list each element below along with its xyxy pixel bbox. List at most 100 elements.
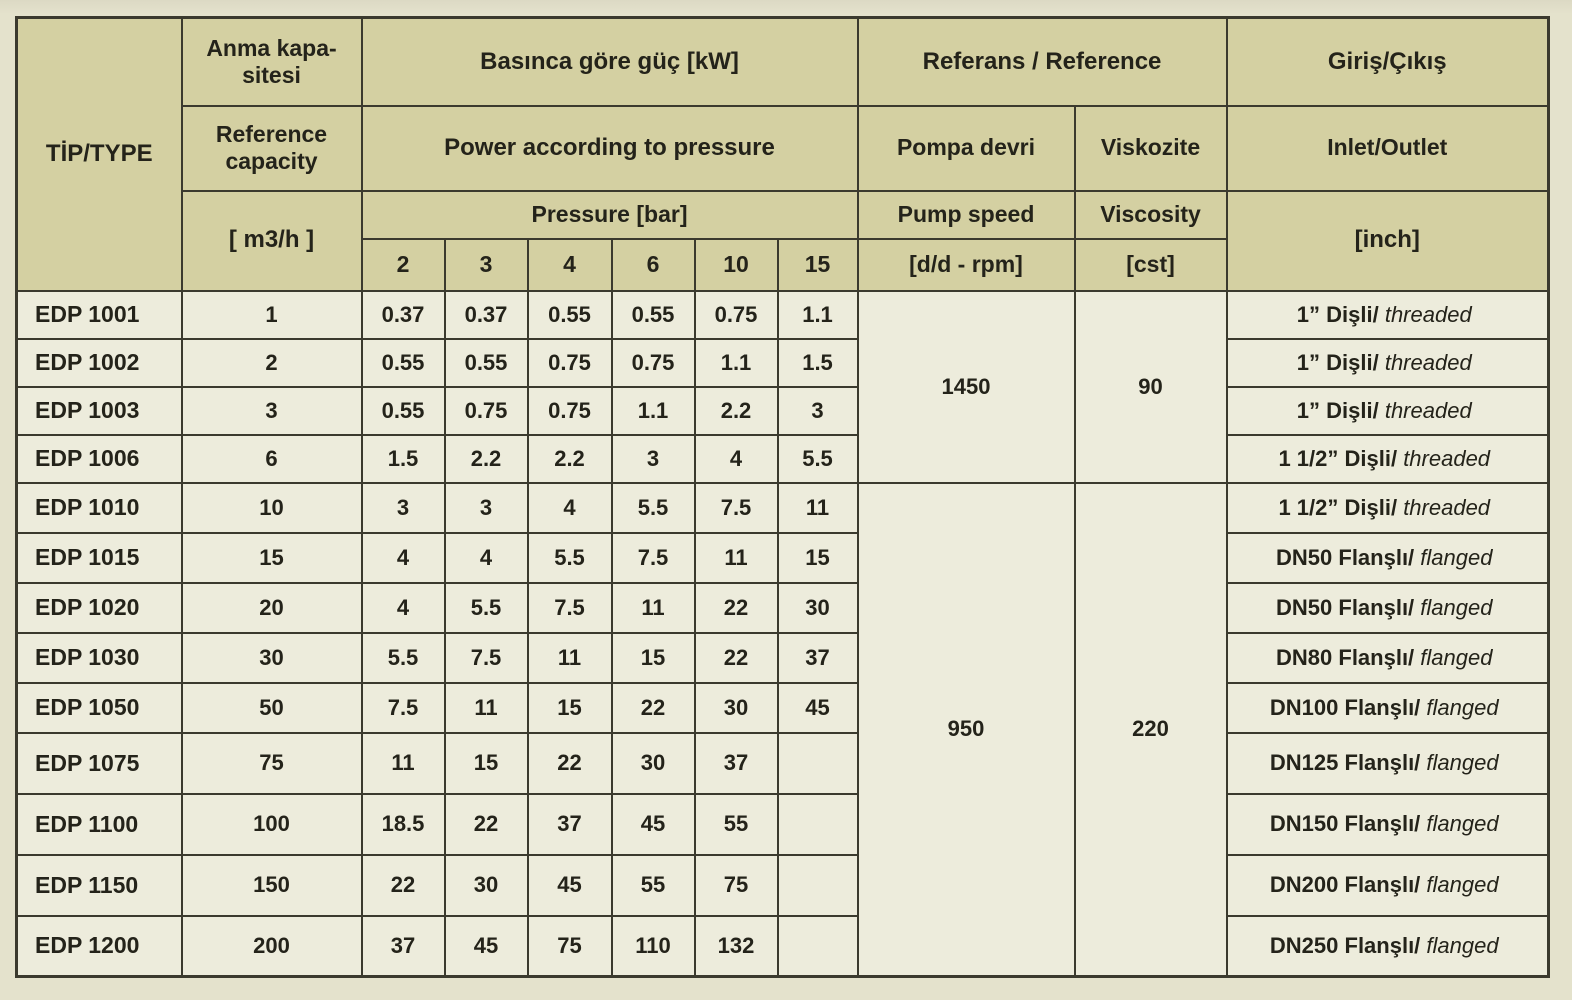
cell-power: 1.1 — [776, 289, 859, 340]
cell-power: 22 — [693, 631, 779, 684]
header-reference: Referans / Reference — [856, 16, 1228, 107]
cell-power: 45 — [443, 914, 529, 978]
inlet-style-label: threaded — [1397, 445, 1491, 471]
cell-power: 2.2 — [443, 433, 529, 484]
inlet-connection-label: DN80 Flanşlı/ — [1276, 644, 1415, 670]
cell-power: 7.5 — [526, 581, 613, 634]
header-viscosity-en: Viscosity — [1073, 189, 1228, 240]
cell-power: 22 — [360, 853, 446, 917]
cell-power: 11 — [360, 731, 446, 795]
inlet-style-label: flanged — [1420, 932, 1499, 958]
table-row: EDP 1100 100 18.5 22 37 45 55 DN150 Flan… — [15, 792, 1550, 856]
cell-type: EDP 1002 — [15, 337, 183, 388]
inlet-style-label: flanged — [1414, 594, 1493, 620]
inlet-connection-label: DN150 Flanşlı/ — [1269, 811, 1421, 836]
header-pressure-label: Pressure [bar] — [360, 189, 859, 240]
cell-power: 15 — [610, 631, 696, 684]
inlet-connection-label: DN100 Flanşlı/ — [1269, 694, 1421, 720]
cell-power: 2.2 — [693, 385, 779, 436]
cell-power: 0.37 — [443, 289, 529, 340]
cell-capacity: 100 — [180, 792, 363, 856]
cell-capacity: 75 — [180, 731, 363, 795]
header-row-2: Reference capacity Power according to pr… — [17, 104, 1550, 192]
cell-type: EDP 1030 — [15, 631, 183, 684]
cell-power: 0.75 — [526, 337, 613, 388]
inlet-style-label: flanged — [1420, 694, 1499, 720]
header-viscosity-tr: Viskozite — [1073, 104, 1228, 192]
cell-power — [776, 792, 859, 856]
cell-type: EDP 1020 — [15, 581, 183, 634]
cell-type: EDP 1100 — [15, 792, 183, 856]
header-bar-4: 4 — [526, 237, 613, 292]
cell-power: 15 — [526, 681, 613, 734]
cell-power: 30 — [776, 581, 859, 634]
cell-inlet: 1 1/2” Dişli/ threaded — [1225, 433, 1550, 484]
cell-power: 22 — [526, 731, 613, 795]
cell-power: 7.5 — [443, 631, 529, 684]
inlet-connection-label: 1 1/2” Dişli/ — [1278, 445, 1398, 471]
inlet-connection-label: 1 1/2” Dişli/ — [1278, 494, 1398, 520]
cell-power: 18.5 — [360, 792, 446, 856]
inlet-style-label: flanged — [1414, 544, 1493, 570]
cell-power: 11 — [526, 631, 613, 684]
cell-capacity: 150 — [180, 853, 363, 917]
cell-power: 37 — [776, 631, 859, 684]
cell-capacity: 20 — [180, 581, 363, 634]
header-row-1: TİP/TYPE Anma kapa- sitesi Basınca göre … — [15, 16, 1550, 292]
table-row: EDP 1020 20 4 5.5 7.5 11 22 30 DN50 Flan… — [15, 581, 1550, 634]
cell-capacity: 50 — [180, 681, 363, 734]
cell-power: 3 — [443, 481, 529, 534]
inlet-connection-label: DN200 Flanşlı/ — [1269, 872, 1421, 897]
cell-power: 15 — [443, 731, 529, 795]
cell-power: 110 — [610, 914, 696, 978]
cell-power: 45 — [526, 853, 613, 917]
cell-power — [776, 914, 859, 978]
table-row: EDP 1150 150 22 30 45 55 75 DN200 Flanşl… — [15, 853, 1550, 917]
cell-inlet: 1” Dişli/ threaded — [1225, 385, 1550, 436]
cell-power: 0.37 — [360, 289, 446, 340]
cell-power: 3 — [360, 481, 446, 534]
table-row: EDP 1001 1 0.37 0.37 0.55 0.55 0.75 1.1 … — [15, 289, 1550, 484]
header-pump-speed-unit: [d/d - rpm] — [856, 237, 1076, 292]
cell-inlet: DN200 Flanşlı/ flanged — [1225, 853, 1550, 917]
cell-capacity: 6 — [180, 433, 363, 484]
cell-power: 0.75 — [610, 337, 696, 388]
inlet-style-label: flanged — [1420, 750, 1499, 775]
cell-type: EDP 1050 — [15, 681, 183, 734]
cell-power: 3 — [776, 385, 859, 436]
cell-type: EDP 1003 — [15, 385, 183, 436]
inlet-style-label: flanged — [1420, 811, 1499, 836]
cell-power: 0.75 — [693, 289, 779, 340]
cell-power: 22 — [610, 681, 696, 734]
cell-power: 15 — [776, 531, 859, 584]
cell-capacity: 200 — [180, 914, 363, 978]
cell-inlet: DN50 Flanşlı/ flanged — [1225, 531, 1550, 584]
header-pump-speed-en: Pump speed — [856, 189, 1076, 240]
cell-power — [776, 853, 859, 917]
header-bar-15: 15 — [776, 237, 859, 292]
cell-power: 22 — [443, 792, 529, 856]
cell-power: 132 — [693, 914, 779, 978]
cell-power: 0.55 — [526, 289, 613, 340]
header-inlet-unit: [inch] — [1225, 189, 1550, 292]
cell-pump-speed-group1: 1450 — [856, 289, 1076, 484]
header-capacity-tr: Anma kapa- sitesi — [180, 16, 363, 107]
cell-power: 11 — [610, 581, 696, 634]
header-bar-2: 2 — [360, 237, 446, 292]
cell-power: 37 — [526, 792, 613, 856]
inlet-style-label: threaded — [1378, 301, 1472, 327]
cell-type: EDP 1150 — [15, 853, 183, 917]
inlet-connection-label: DN250 Flanşlı/ — [1269, 932, 1421, 958]
table-row: EDP 1015 15 4 4 5.5 7.5 11 15 DN50 Flanş… — [15, 531, 1550, 584]
header-row-3: [ m3/h ] Pressure [bar] Pump speed Visco… — [17, 189, 1550, 292]
header-bar-10: 10 — [693, 237, 779, 292]
cell-power: 1.1 — [693, 337, 779, 388]
cell-power: 4 — [443, 531, 529, 584]
cell-power: 30 — [693, 681, 779, 734]
inlet-style-label: flanged — [1420, 872, 1499, 897]
header-capacity-unit: [ m3/h ] — [180, 189, 363, 292]
cell-inlet: DN150 Flanşlı/ flanged — [1225, 792, 1550, 856]
cell-power: 22 — [693, 581, 779, 634]
cell-capacity: 10 — [180, 481, 363, 534]
cell-power: 5.5 — [610, 481, 696, 534]
